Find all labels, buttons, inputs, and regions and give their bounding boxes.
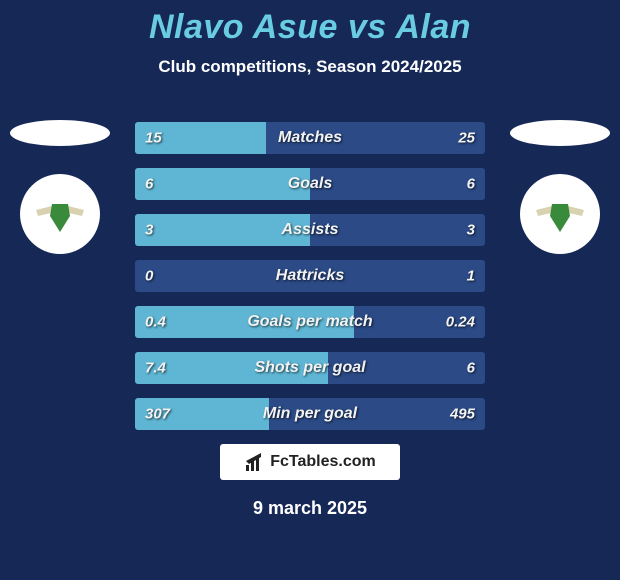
stat-label: Goals (288, 175, 332, 193)
date-text: 9 march 2025 (253, 498, 367, 519)
player1-club-badge (20, 174, 100, 254)
stat-value-left: 0.4 (145, 314, 166, 331)
stat-value-left: 3 (145, 222, 153, 239)
vs-word: vs (348, 8, 387, 46)
stat-value-right: 1 (467, 268, 475, 285)
stat-value-right: 3 (467, 222, 475, 239)
stat-row: Hattricks 0 1 (135, 260, 485, 292)
player2-silhouette (510, 120, 610, 146)
club-crest-icon (32, 186, 88, 242)
stats-table: Matches 15 25 Goals 6 6 Assists 3 3 Hattricks 0 1 Go… (135, 122, 485, 430)
stat-row: Min per goal 307 495 (135, 398, 485, 430)
stat-label: Hattricks (276, 267, 344, 285)
player1-avatar (10, 120, 110, 254)
fctables-icon (244, 451, 266, 473)
bar-right (310, 168, 485, 200)
stat-label: Shots per goal (254, 359, 365, 377)
stat-value-left: 0 (145, 268, 153, 285)
stat-value-right: 495 (450, 406, 475, 423)
comparison-infographic: Nlavo Asue vs Alan Club competitions, Se… (0, 0, 620, 580)
player1-silhouette (10, 120, 110, 146)
stat-row: Matches 15 25 (135, 122, 485, 154)
stat-row: Goals per match 0.4 0.24 (135, 306, 485, 338)
stat-value-right: 6 (467, 360, 475, 377)
stat-value-left: 6 (145, 176, 153, 193)
stat-label: Min per goal (263, 405, 357, 423)
stat-label: Matches (278, 129, 342, 147)
stat-value-right: 25 (458, 130, 475, 147)
player2-club-badge (520, 174, 600, 254)
page-title: Nlavo Asue vs Alan (0, 0, 620, 47)
stat-value-right: 6 (467, 176, 475, 193)
player2-name: Alan (395, 8, 471, 46)
stat-row: Assists 3 3 (135, 214, 485, 246)
stat-row: Goals 6 6 (135, 168, 485, 200)
stat-label: Goals per match (247, 313, 372, 331)
source-logo: FcTables.com (220, 444, 400, 480)
stat-value-left: 307 (145, 406, 170, 423)
stat-value-left: 7.4 (145, 360, 166, 377)
subtitle: Club competitions, Season 2024/2025 (0, 57, 620, 77)
bar-left (135, 168, 310, 200)
stat-value-left: 15 (145, 130, 162, 147)
source-logo-text: FcTables.com (270, 453, 376, 471)
stat-label: Assists (282, 221, 339, 239)
player2-avatar (510, 120, 610, 254)
club-crest-icon (532, 186, 588, 242)
player1-name: Nlavo Asue (149, 8, 338, 46)
stat-value-right: 0.24 (446, 314, 475, 331)
stat-row: Shots per goal 7.4 6 (135, 352, 485, 384)
